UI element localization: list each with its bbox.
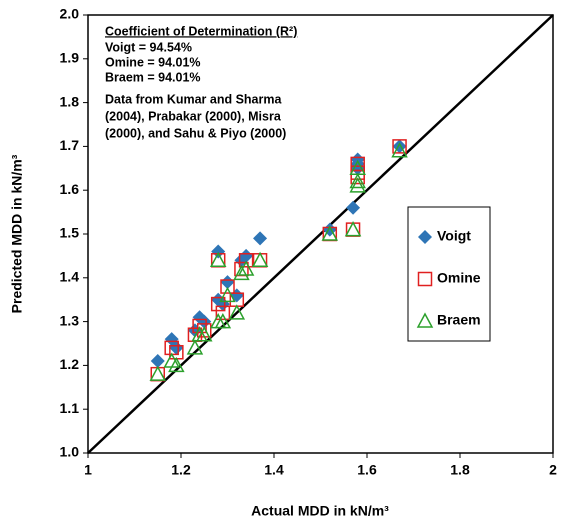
annotation-heading: Coefficient of Determination (R²)	[105, 24, 297, 38]
annotation-line: Omine = 94.01%	[105, 55, 201, 69]
point	[192, 318, 207, 334]
annotation-line: Voigt = 94.54%	[105, 40, 192, 54]
point	[392, 139, 407, 154]
point	[210, 296, 226, 312]
point	[321, 225, 339, 241]
point	[251, 251, 269, 268]
y-tick-label: 1.6	[60, 181, 80, 197]
legend-label: Omine	[437, 270, 481, 286]
point	[149, 365, 167, 381]
point	[215, 305, 231, 321]
legend-label: Voigt	[437, 228, 471, 244]
x-tick-label: 1.2	[171, 462, 191, 478]
legend-marker	[417, 271, 433, 287]
point	[239, 248, 254, 263]
y-tick-label: 1.2	[60, 356, 80, 372]
point	[219, 286, 236, 303]
y-tick-label: 1.9	[60, 50, 80, 66]
point	[228, 304, 246, 320]
y-tick-label: 1.4	[60, 269, 80, 285]
point	[197, 314, 212, 329]
annotation-note: (2004), Prabakar (2000), Misra	[105, 109, 282, 123]
y-tick-label: 1.5	[60, 225, 80, 241]
point	[220, 279, 235, 294]
x-tick-label: 1	[84, 462, 92, 478]
point	[350, 161, 365, 176]
legend-label: Braem	[437, 312, 481, 328]
point	[346, 200, 361, 215]
x-tick-label: 1.6	[357, 462, 377, 478]
point	[253, 231, 268, 246]
x-tick-label: 1.4	[264, 462, 284, 478]
y-tick-label: 1.3	[60, 312, 80, 328]
point	[349, 177, 366, 193]
legend-marker	[416, 312, 434, 328]
point	[220, 275, 235, 290]
point	[350, 169, 365, 185]
y-tick-label: 1.0	[60, 444, 80, 460]
point	[349, 172, 366, 189]
point	[169, 340, 184, 355]
y-tick-label: 1.7	[60, 137, 80, 153]
point	[344, 221, 362, 237]
point	[168, 356, 185, 373]
y-tick-label: 2.0	[60, 6, 80, 22]
annotation-note: Data from Kumar and Sharma	[105, 92, 282, 106]
point	[209, 251, 227, 268]
point	[186, 339, 204, 355]
point	[163, 352, 180, 368]
x-tick-label: 2	[549, 462, 557, 478]
y-tick-label: 1.1	[60, 400, 80, 416]
x-axis-title: Actual MDD in kN/m³	[251, 503, 389, 519]
y-tick-label: 1.8	[60, 93, 80, 109]
point	[233, 264, 250, 281]
annotation-note: (2000), and Sahu & Piyo (2000)	[105, 126, 286, 140]
legend-marker	[418, 230, 432, 244]
annotation-line: Braem = 94.01%	[105, 70, 201, 84]
point	[150, 354, 165, 369]
point	[238, 253, 254, 268]
point	[237, 260, 255, 276]
point	[211, 244, 226, 259]
point	[214, 313, 232, 329]
y-axis-title: Predicted MDD in kN/m³	[9, 154, 25, 313]
point	[195, 326, 213, 342]
x-tick-label: 1.8	[450, 462, 470, 478]
point	[391, 142, 408, 158]
